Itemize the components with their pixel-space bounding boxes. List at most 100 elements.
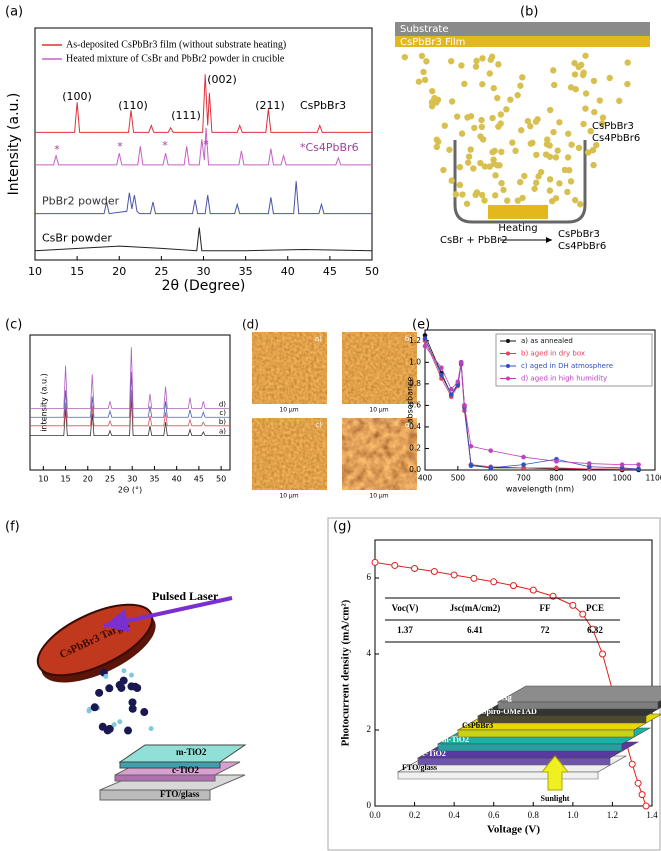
- particle: [459, 191, 466, 198]
- series-line: [30, 347, 230, 410]
- particle: [452, 191, 460, 198]
- x-tick-label: 1000: [613, 474, 632, 483]
- light-label: Sunlight: [541, 794, 570, 803]
- y-tick-label: 0.6: [409, 400, 421, 409]
- particle: [124, 726, 133, 735]
- diagram-f: (f) CsPbBr3 Target Pulsed Laser m-TiO2 c…: [5, 520, 247, 801]
- x-tick-label: 0.6: [488, 810, 500, 820]
- data-point: [638, 791, 646, 799]
- particle: [490, 156, 497, 163]
- layer-label: c-TiO2: [422, 749, 446, 758]
- particle: [567, 178, 575, 185]
- x-tick-label: 25: [105, 475, 115, 484]
- particle: [575, 144, 583, 152]
- legend-box: [495, 333, 653, 387]
- series-label: b): [219, 418, 226, 426]
- legend-marker: [506, 339, 510, 343]
- particle: [117, 719, 123, 725]
- particle: [95, 688, 104, 697]
- afm-image: [252, 332, 327, 404]
- particle: [509, 139, 516, 146]
- panel-label: (a): [5, 5, 23, 20]
- particle: [490, 84, 497, 92]
- data-point: [636, 466, 641, 472]
- annotation: (100): [62, 90, 92, 103]
- particle: [478, 191, 486, 199]
- label: m-TiO2: [176, 747, 207, 757]
- table-cell: 1.37: [397, 625, 413, 635]
- y-tick-label: 0.8: [409, 379, 421, 388]
- x-tick-label: 0.0: [369, 810, 381, 820]
- particle: [446, 146, 453, 153]
- particle: [504, 197, 511, 204]
- data-point: [468, 444, 474, 449]
- legend-label: a) as annealed: [521, 337, 573, 345]
- particle: [571, 196, 579, 204]
- y-axis-label: Intensity (a.u.): [6, 93, 22, 196]
- x-tick-label: 0.2: [409, 810, 420, 820]
- panel-label: (b): [520, 5, 538, 20]
- device-layer-edge: [497, 701, 659, 710]
- particle: [500, 186, 507, 194]
- particle: [494, 162, 501, 169]
- panel-label: (e): [412, 318, 430, 333]
- particle: [464, 114, 471, 121]
- particle: [529, 139, 536, 147]
- particle: [479, 55, 486, 62]
- label: Cs4PbBr6: [558, 241, 606, 252]
- series-label: c): [219, 409, 226, 417]
- series-line: [30, 396, 230, 437]
- particle: [564, 188, 571, 196]
- particle: [491, 147, 498, 155]
- device-layer-edge: [477, 715, 647, 724]
- label: CsPbBr3: [592, 121, 634, 132]
- particle: [550, 67, 557, 74]
- particle: [492, 172, 499, 179]
- data-point: [521, 462, 526, 467]
- particle: [478, 123, 486, 131]
- data-point: [488, 465, 494, 471]
- particle: [128, 672, 134, 678]
- device-layer: [496, 685, 661, 703]
- particle: [564, 130, 572, 137]
- particle: [582, 90, 590, 97]
- x-tick-label: 0.4: [449, 810, 461, 820]
- data-point: [554, 465, 559, 471]
- particle: [498, 179, 505, 187]
- particle: [486, 163, 493, 170]
- particle: [128, 698, 137, 707]
- heater: [488, 205, 548, 219]
- x-tick-label: 45: [323, 265, 337, 278]
- y-axis-label: absorbance: [406, 377, 415, 424]
- x-tick-label: 15: [70, 265, 84, 278]
- data-point: [439, 365, 444, 370]
- x-axis-label: 2Θ (°): [118, 486, 142, 495]
- data-point: [619, 462, 625, 467]
- annotation: (211): [255, 99, 285, 112]
- annotation: CsPbBr3: [300, 99, 346, 112]
- data-point: [470, 574, 478, 582]
- particle: [495, 61, 502, 68]
- x-tick-label: 30: [127, 475, 137, 484]
- y-tick-label: 0.4: [409, 422, 421, 431]
- particle: [590, 161, 597, 169]
- table-cell: 72: [541, 625, 551, 635]
- legend-label: d) aged in high humidity: [521, 375, 607, 383]
- annotation: *: [117, 140, 123, 153]
- y-tick-label: 2: [367, 724, 372, 734]
- legend-marker: [506, 376, 510, 381]
- particle: [571, 59, 578, 67]
- device-layer-edge: [457, 729, 635, 738]
- substrate: [395, 22, 650, 36]
- particle: [481, 163, 489, 170]
- x-tick-label: 500: [451, 474, 466, 483]
- data-point: [462, 403, 467, 408]
- particle: [111, 722, 117, 728]
- particle: [521, 172, 528, 180]
- label: Pulsed Laser: [152, 589, 219, 603]
- particle: [535, 173, 542, 180]
- annotation: *: [54, 143, 60, 156]
- particle: [492, 192, 499, 199]
- particle: [542, 151, 550, 158]
